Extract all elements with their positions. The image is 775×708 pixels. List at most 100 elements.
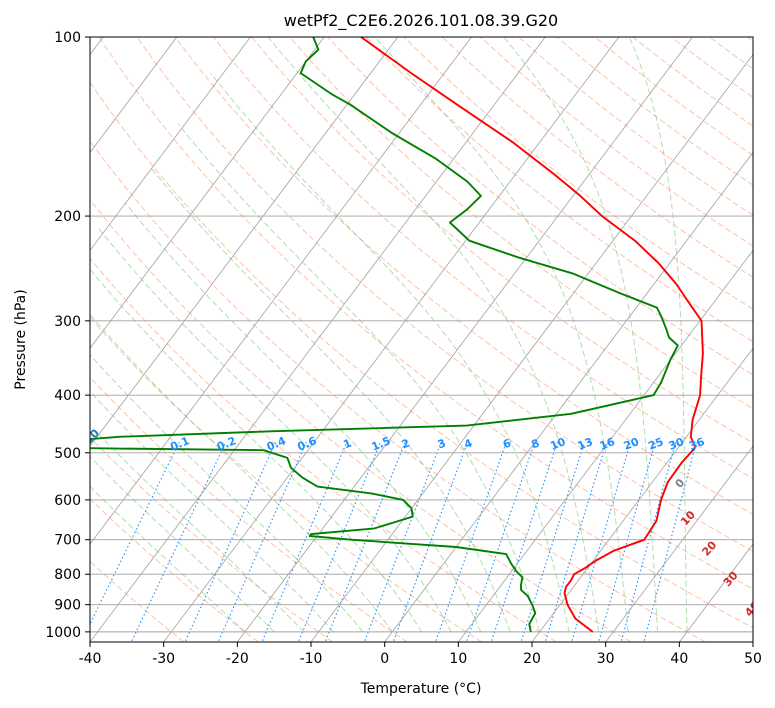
mixing-ratio-line bbox=[297, 441, 381, 642]
moist-adiabat-line bbox=[90, 268, 423, 633]
isobars-group bbox=[90, 37, 753, 633]
profiles-group bbox=[90, 37, 704, 633]
x-tick-label: 50 bbox=[744, 651, 762, 667]
mixing-ratio-label: 30 bbox=[667, 435, 686, 453]
dry-adiabat-line bbox=[90, 376, 408, 642]
x-tick-label: -40 bbox=[79, 651, 102, 667]
y-tick-label: 500 bbox=[54, 446, 81, 462]
x-axis-title: Temperature (°C) bbox=[360, 681, 482, 697]
mixing-ratio-line bbox=[643, 442, 697, 642]
dry-adiabats-group bbox=[90, 37, 753, 642]
dry-adiabat-line bbox=[747, 37, 753, 42]
moist-adiabat-line bbox=[267, 37, 600, 632]
isotherm-line bbox=[457, 249, 753, 642]
dry-adiabat-line bbox=[90, 560, 185, 642]
isotherm-line bbox=[90, 37, 546, 642]
chart-title: wetPf2_C2E6.2026.101.08.39.G20 bbox=[284, 11, 558, 31]
y-tick-label: 900 bbox=[54, 598, 81, 614]
y-axis-title: Pressure (hPa) bbox=[13, 289, 29, 389]
moist-adiabats-group bbox=[90, 37, 688, 633]
dry-adiabat-line bbox=[174, 37, 753, 515]
moist-adiabat-line bbox=[90, 485, 246, 633]
dry-adiabat-line bbox=[365, 37, 753, 343]
dry-adiabat-line bbox=[90, 498, 259, 642]
mixing-ratio-line bbox=[544, 442, 608, 642]
dry-adiabat-line bbox=[289, 37, 753, 410]
isotherm-line bbox=[90, 37, 178, 154]
mixing-ratio-label: 10 bbox=[548, 435, 567, 453]
y-tick-label: 200 bbox=[54, 209, 81, 225]
dry-adiabat-line bbox=[251, 37, 753, 444]
mixing-ratio-lines-group bbox=[90, 441, 697, 642]
moist-adiabat-line bbox=[374, 37, 629, 632]
x-tick-label: 40 bbox=[670, 651, 688, 667]
moist-adiabat-line bbox=[503, 37, 658, 632]
moist-adiabat-line bbox=[210, 72, 570, 633]
isotherm-line bbox=[605, 445, 753, 642]
dry-adiabat-line bbox=[90, 257, 557, 642]
x-axis: -40 -30 -20 -10 0 10 20 30 40 50 bbox=[79, 642, 762, 667]
moist-adiabat-line bbox=[90, 390, 334, 633]
mixing-ratio-line bbox=[598, 442, 656, 642]
dry-adiabat-line bbox=[327, 37, 753, 376]
y-tick-label: 300 bbox=[54, 314, 81, 330]
x-tick-label: 10 bbox=[449, 651, 467, 667]
moist-adiabat-line bbox=[90, 424, 305, 633]
dry-adiabat-label: 20 bbox=[699, 538, 719, 558]
isotherm-line bbox=[531, 347, 753, 642]
dry-adiabat-line bbox=[212, 37, 753, 479]
isotherm-line bbox=[384, 151, 753, 642]
y-tick-label: 100 bbox=[54, 30, 81, 46]
mixing-ratio-line bbox=[130, 441, 227, 642]
y-tick-label: 1000 bbox=[45, 625, 81, 641]
mixing-ratio-label: 0.6 bbox=[296, 434, 319, 453]
isotherm-line bbox=[163, 37, 620, 642]
mixing-ratio-label: 16 bbox=[598, 435, 617, 453]
mixing-ratio-label: 2 bbox=[400, 436, 412, 451]
moist-adiabat-line bbox=[628, 37, 688, 632]
dry-adiabat-line bbox=[136, 37, 753, 552]
isotherm-line bbox=[752, 641, 753, 642]
mixing-ratio-label: 1.5 bbox=[370, 434, 393, 453]
mixing-ratio-line bbox=[217, 441, 307, 642]
dry-adiabat-label: 10 bbox=[678, 508, 698, 528]
dry-adiabat-line bbox=[670, 37, 753, 98]
x-tick-label: 20 bbox=[523, 651, 541, 667]
mixing-ratio-label: 8 bbox=[529, 436, 541, 451]
mixing-ratio-label: 36 bbox=[687, 435, 706, 453]
mixing-ratio-line bbox=[261, 441, 348, 642]
isotherm-line bbox=[90, 37, 252, 252]
mixing-ratio-label: 25 bbox=[646, 435, 665, 453]
dry-adiabat-line bbox=[98, 37, 753, 590]
mixing-ratio-line bbox=[434, 442, 507, 642]
isotherms-group bbox=[90, 37, 753, 642]
isotherm-line bbox=[90, 37, 473, 545]
mixing-ratio-line bbox=[324, 441, 406, 642]
mixing-ratio-label: 20 bbox=[622, 435, 641, 453]
dewpoint-profile bbox=[90, 37, 679, 633]
isotherm-line bbox=[90, 37, 325, 349]
x-tick-label: -20 bbox=[226, 651, 249, 667]
dry-adiabat-label: -20 bbox=[0, 382, 4, 406]
x-tick-label: -30 bbox=[152, 651, 175, 667]
x-tick-label: 0 bbox=[380, 651, 389, 667]
dry-adiabat-label: -10 bbox=[79, 426, 102, 450]
dry-adiabat-line bbox=[518, 37, 753, 216]
y-tick-label: 800 bbox=[54, 567, 81, 583]
isotherm-line bbox=[678, 543, 753, 642]
mixing-ratio-label: 13 bbox=[576, 435, 595, 453]
line-labels-group: -100-90-80-70-60-50-40-30-20-10010203040… bbox=[0, 382, 753, 619]
mixing-ratio-line bbox=[571, 442, 632, 642]
dry-adiabat-line bbox=[90, 436, 334, 642]
mixing-ratio-label: 1 bbox=[341, 436, 353, 451]
y-axis: 100 200 300 400 500 600 700 800 900 1000 bbox=[45, 30, 90, 641]
dry-adiabat-line bbox=[90, 140, 706, 642]
mixing-ratio-line bbox=[520, 442, 586, 642]
moist-adiabat-line bbox=[90, 354, 364, 633]
mixing-ratio-label: 3 bbox=[436, 436, 448, 451]
moist-adiabat-line bbox=[177, 123, 541, 633]
moist-adiabat-line bbox=[90, 455, 275, 633]
mixing-ratio-line bbox=[465, 442, 536, 642]
dry-adiabat-line bbox=[709, 37, 753, 70]
